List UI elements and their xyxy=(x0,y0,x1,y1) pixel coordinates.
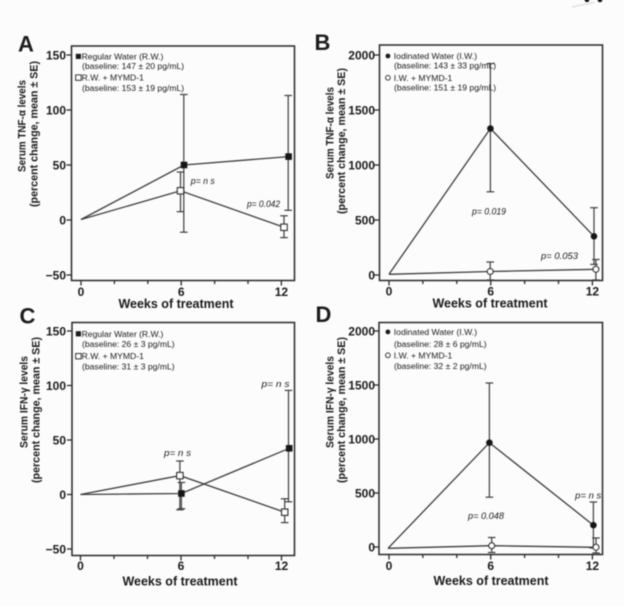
svg-text:p= 0.053: p= 0.053 xyxy=(540,251,579,261)
svg-text:(baseline: 147 ± 20 pg/mL): (baseline: 147 ± 20 pg/mL) xyxy=(82,61,184,71)
svg-text:1500: 1500 xyxy=(348,378,375,392)
svg-text:p= 0.048: p= 0.048 xyxy=(467,511,505,521)
svg-text:(baseline: 153 ± 19 pg/mL): (baseline: 153 ± 19 pg/mL) xyxy=(82,83,184,93)
svg-text:12: 12 xyxy=(275,285,289,299)
svg-text:−50: −50 xyxy=(46,542,67,556)
svg-text:Iodinated Water (I.W.): Iodinated Water (I.W.) xyxy=(394,327,477,337)
svg-text:0: 0 xyxy=(59,488,66,502)
svg-text:Weeks of treatment: Weeks of treatment xyxy=(432,297,548,311)
svg-text:6: 6 xyxy=(487,285,494,299)
svg-text:1000: 1000 xyxy=(348,158,375,172)
svg-text:6: 6 xyxy=(178,285,185,299)
svg-text:(baseline: 143 ± 33 pg/mL): (baseline: 143 ± 33 pg/mL) xyxy=(394,61,496,71)
svg-text:100: 100 xyxy=(46,103,66,117)
svg-text:C: C xyxy=(20,304,36,329)
svg-text:Serum IFN-γ levels: Serum IFN-γ levels xyxy=(325,356,337,448)
svg-text:(percent change, mean ± SE): (percent change, mean ± SE) xyxy=(31,337,43,483)
svg-text:6: 6 xyxy=(178,559,185,573)
svg-text:R.W. + MYMD-1: R.W. + MYMD-1 xyxy=(82,73,145,83)
svg-text:R.W. + MYMD-1: R.W. + MYMD-1 xyxy=(82,351,145,361)
svg-text:(percent change, mean ± SE): (percent change, mean ± SE) xyxy=(336,68,348,214)
svg-text:150: 150 xyxy=(46,324,66,338)
svg-text:2000: 2000 xyxy=(348,324,375,338)
svg-text:(baseline: 31 ± 3 pg/mL): (baseline: 31 ± 3 pg/mL) xyxy=(82,361,175,371)
svg-text:Regular Water (R.W.): Regular Water (R.W.) xyxy=(82,51,164,61)
svg-text:A: A xyxy=(18,32,34,57)
svg-text:150: 150 xyxy=(46,48,66,62)
svg-text:500: 500 xyxy=(355,213,375,227)
svg-text:(percent change, mean ± SE): (percent change, mean ± SE) xyxy=(29,61,41,207)
svg-text:0: 0 xyxy=(77,559,84,573)
svg-text:0: 0 xyxy=(368,540,375,554)
svg-text:(percent change, mean ± SE): (percent change, mean ± SE) xyxy=(336,337,348,483)
svg-text:D: D xyxy=(316,302,332,327)
svg-text:(baseline: 32 ± 2 pg/mL): (baseline: 32 ± 2 pg/mL) xyxy=(394,361,487,371)
svg-text:6: 6 xyxy=(487,559,494,573)
svg-text:0: 0 xyxy=(78,285,85,299)
svg-text:1500: 1500 xyxy=(348,103,375,117)
svg-text:1000: 1000 xyxy=(348,432,375,446)
svg-text:12: 12 xyxy=(275,559,289,573)
svg-text:Serum TNF-α levels: Serum TNF-α levels xyxy=(17,80,29,172)
svg-text:50: 50 xyxy=(53,433,67,447)
svg-text:50: 50 xyxy=(53,158,67,172)
svg-text:p= n s: p= n s xyxy=(163,448,191,458)
svg-text:Serum IFN-γ levels: Serum IFN-γ levels xyxy=(19,356,31,448)
svg-text:Iodinated Water (I.W.): Iodinated Water (I.W.) xyxy=(394,51,477,61)
svg-text:p= n s: p= n s xyxy=(190,176,215,186)
svg-text:500: 500 xyxy=(355,486,375,500)
svg-text:12: 12 xyxy=(586,285,600,299)
svg-text:(baseline: 151 ± 19 pg/mL): (baseline: 151 ± 19 pg/mL) xyxy=(394,83,496,93)
svg-text:Weeks of treatment: Weeks of treatment xyxy=(118,297,234,311)
svg-text:B: B xyxy=(315,30,331,55)
svg-text:I.W. + MYMD-1: I.W. + MYMD-1 xyxy=(394,350,453,360)
svg-text:100: 100 xyxy=(46,379,66,393)
svg-text:Regular Water (R.W.): Regular Water (R.W.) xyxy=(82,329,164,339)
svg-text:−50: −50 xyxy=(46,268,67,282)
svg-text:0: 0 xyxy=(386,559,393,573)
svg-text:0: 0 xyxy=(59,213,66,227)
svg-text:Weeks of treatment: Weeks of treatment xyxy=(433,574,549,588)
svg-text:(baseline: 28 ± 6 pg/mL): (baseline: 28 ± 6 pg/mL) xyxy=(394,339,487,349)
svg-text:12: 12 xyxy=(586,559,600,573)
svg-text:0: 0 xyxy=(386,285,393,299)
svg-text:Serum TNF-α levels: Serum TNF-α levels xyxy=(325,87,337,179)
svg-text:p= 0.019: p= 0.019 xyxy=(471,207,506,217)
svg-text:(baseline: 26 ± 3 pg/mL): (baseline: 26 ± 3 pg/mL) xyxy=(82,339,175,349)
svg-text:I.W. + MYMD-1: I.W. + MYMD-1 xyxy=(394,73,453,83)
svg-text:0: 0 xyxy=(368,268,375,282)
svg-text:p= n s: p= n s xyxy=(260,379,289,389)
svg-text:2000: 2000 xyxy=(348,48,375,62)
svg-text:p= 0.042: p= 0.042 xyxy=(246,199,281,209)
svg-text:p= n s: p= n s xyxy=(574,491,601,501)
svg-text:Weeks of treatment: Weeks of treatment xyxy=(122,575,238,589)
